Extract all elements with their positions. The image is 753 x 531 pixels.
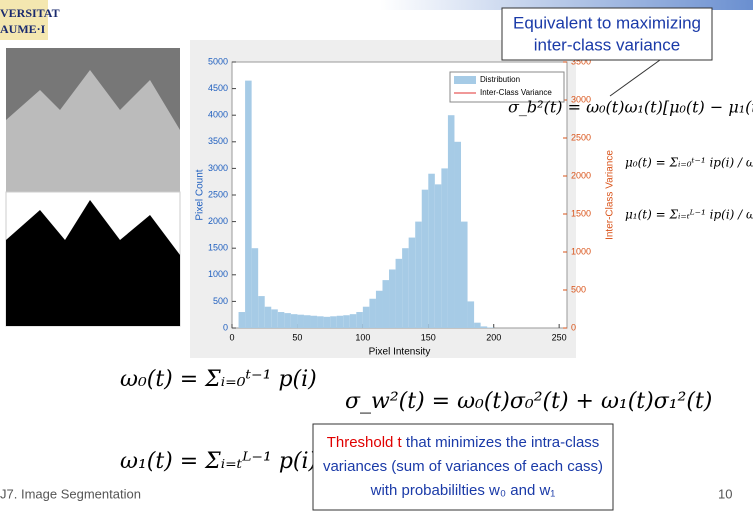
bar (428, 173, 435, 328)
bar (303, 315, 311, 328)
header-bar (380, 0, 753, 10)
formula: ω₁(t) = Σᵢ₌ₜᴸ⁻¹ p(i) (120, 449, 317, 474)
bar (408, 237, 416, 328)
callout-highlight: Threshold t (327, 434, 403, 451)
formula: ω₀(t) = Σᵢ₌₀ᵗ⁻¹ p(i) (120, 367, 317, 392)
bar (336, 315, 344, 328)
bar (310, 315, 318, 328)
bar (271, 309, 278, 328)
bar (317, 316, 324, 328)
x-tick-label: 150 (421, 332, 436, 342)
formula: μ₀(t) = Σᵢ₌₀ᵗ⁻¹ ip(i) / ω₀(t) (625, 156, 753, 170)
bar (474, 322, 481, 328)
callout-line: variances (sum of variances of each cass… (323, 458, 603, 475)
y-tick-label: 0 (223, 322, 228, 332)
bar (402, 248, 409, 328)
y-tick-label: 4500 (208, 83, 228, 93)
y2-tick-label: 0 (571, 322, 576, 332)
bar (369, 298, 376, 328)
legend-swatch (454, 76, 476, 84)
x-tick-label: 50 (292, 332, 302, 342)
bar (395, 258, 403, 328)
y-tick-label: 2500 (208, 189, 228, 199)
bar (434, 184, 442, 328)
bar (323, 316, 331, 328)
bar (264, 306, 272, 328)
logo-text: VERSITAT (0, 6, 60, 20)
bar (487, 327, 494, 328)
y2-tick-label: 2500 (571, 132, 591, 142)
bar (343, 315, 350, 328)
bar (421, 189, 429, 328)
y-tick-label: 3500 (208, 136, 228, 146)
callout-text: Equivalent to maximizing (513, 13, 701, 32)
y-tick-label: 5000 (208, 56, 228, 66)
bar (245, 80, 252, 329)
bar (389, 269, 396, 328)
y2-tick-label: 3000 (571, 94, 591, 104)
x-axis-label: Pixel Intensity (369, 347, 431, 358)
callout-line: with probabililties w₀ and w₁ (370, 482, 556, 499)
bar (447, 115, 455, 328)
bar (356, 312, 363, 328)
formula: σ_b²(t) = ω₀(t)ω₁(t)[μ₀(t) − μ₁(t)]² (508, 98, 753, 117)
x-tick-label: 100 (355, 332, 370, 342)
bar (330, 316, 337, 328)
y2-tick-label: 1500 (571, 208, 591, 218)
bar (297, 314, 304, 328)
bar (480, 326, 488, 328)
bar (277, 312, 285, 328)
y2-axis-label: Inter-Class Variance (605, 150, 616, 240)
callout-text: inter-class variance (534, 35, 680, 54)
bar (441, 168, 448, 328)
y-tick-label: 4000 (208, 110, 228, 120)
y2-tick-label: 2000 (571, 170, 591, 180)
formula: μ₁(t) = Σᵢ₌ₜᴸ⁻¹ ip(i) / ω₁(t) (625, 208, 753, 222)
callout-line: that minimizes the intra-class (402, 434, 600, 451)
legend-label: Inter-Class Variance (480, 88, 552, 97)
legend-label: Distribution (480, 75, 520, 84)
page-number: 10 (718, 486, 732, 501)
x-tick-label: 200 (486, 332, 501, 342)
photo-building (6, 70, 180, 198)
bar (290, 314, 298, 328)
y-tick-label: 1500 (208, 243, 228, 253)
x-tick-label: 250 (552, 332, 567, 342)
logo-bg (0, 0, 48, 40)
bar (258, 296, 265, 328)
y2-tick-label: 3500 (571, 56, 591, 66)
y2-tick-label: 1000 (571, 246, 591, 256)
bar (454, 141, 462, 328)
y-axis-label: Pixel Count (195, 169, 206, 220)
callout-bottom (312, 423, 614, 511)
bar (238, 312, 246, 328)
photo-binary-shape (6, 200, 180, 326)
footer: J7. Image Segmentation (0, 486, 141, 501)
callout-top (501, 7, 713, 61)
y-tick-label: 500 (213, 296, 228, 306)
y-tick-label: 1000 (208, 269, 228, 279)
bar (467, 301, 475, 328)
bar (461, 221, 468, 328)
formula: σ_w²(t) = ω₀(t)σ₀²(t) + ω₁(t)σ₁²(t) (345, 389, 712, 414)
logo-text: AUME·I (0, 22, 46, 36)
y2-tick-label: 500 (571, 284, 586, 294)
bar (362, 306, 370, 328)
bar (382, 280, 390, 328)
callout-text: Threshold t that minimizes the intra-cla… (327, 434, 600, 451)
y-tick-label: 3000 (208, 163, 228, 173)
x-tick-label: 0 (229, 332, 234, 342)
bar (415, 221, 422, 328)
bar (349, 314, 357, 328)
bar (251, 248, 259, 328)
y-tick-label: 2000 (208, 216, 228, 226)
callout-pointer (609, 59, 661, 97)
bar (375, 290, 383, 328)
bar (284, 313, 291, 328)
